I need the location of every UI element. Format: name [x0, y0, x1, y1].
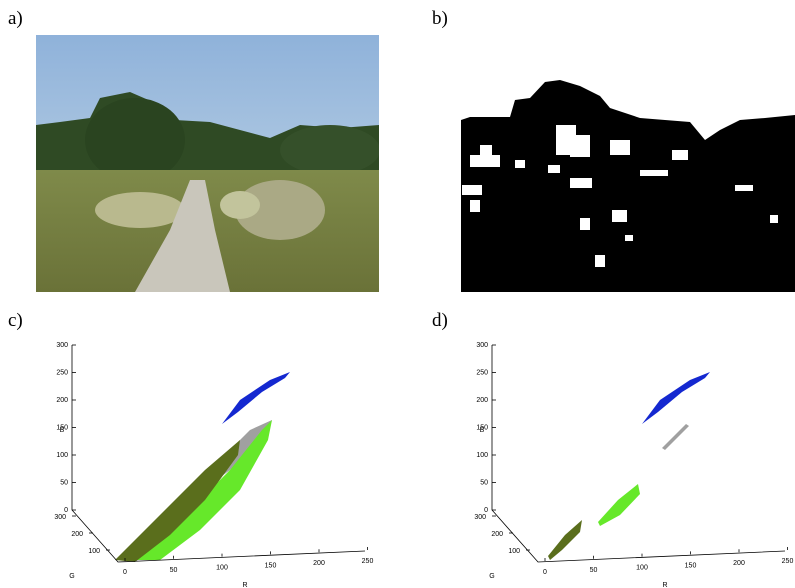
z-tick-label: 0: [484, 507, 488, 514]
z-tick-label: 50: [480, 480, 488, 487]
x-axis-label: R: [662, 582, 667, 588]
z-tick-label: 50: [60, 480, 68, 487]
panel-label: b): [432, 8, 448, 29]
panel-label: d): [432, 310, 448, 331]
z-tick-label: 300: [56, 342, 68, 349]
z-tick-label: 300: [476, 342, 488, 349]
z-tick-label: 250: [56, 370, 68, 377]
z-tick-label: 200: [476, 397, 488, 404]
scatter-clusters: [115, 372, 290, 562]
scatter-clusters: [548, 372, 710, 560]
x-tick-label: 0: [543, 569, 547, 576]
z-tick-label: 150: [476, 425, 488, 432]
z-tick-label: 200: [56, 397, 68, 404]
y-tick-label: 100: [508, 548, 520, 555]
z-axis-label: B: [480, 427, 485, 434]
y-tick-label: 300: [474, 514, 486, 521]
z-tick-label: 150: [56, 425, 68, 432]
y-tick-label: 200: [71, 531, 83, 538]
z-tick-label: 250: [476, 370, 488, 377]
x-tick-label: 200: [733, 560, 745, 567]
x-tick-label: 50: [170, 567, 178, 574]
y-axis-label: G: [489, 573, 494, 580]
z-tick-label: 100: [476, 452, 488, 459]
x-tick-label: 100: [216, 565, 228, 572]
photo: [36, 35, 379, 292]
x-tick-label: 100: [636, 565, 648, 572]
x-axis-label: R: [242, 582, 247, 588]
x-tick-label: 0: [123, 569, 127, 576]
y-axis-label: G: [69, 573, 74, 580]
axis-line: [491, 345, 786, 563]
z-axis-label: B: [60, 427, 65, 434]
x-tick-label: 150: [265, 562, 277, 569]
x-tick-label: 50: [590, 567, 598, 574]
mask: [461, 80, 795, 292]
x-tick-label: 200: [313, 560, 325, 567]
y-tick-label: 200: [491, 531, 503, 538]
x-tick-label: 150: [685, 562, 697, 569]
x-tick-label: 250: [362, 558, 374, 565]
panel-label: a): [8, 8, 23, 29]
y-tick-label: 300: [54, 514, 66, 521]
y-tick-label: 100: [88, 548, 100, 555]
panel-label: c): [8, 310, 23, 331]
z-tick-label: 0: [64, 507, 68, 514]
axis-line: [71, 345, 366, 563]
z-tick-label: 100: [56, 452, 68, 459]
x-tick-label: 250: [782, 558, 794, 565]
